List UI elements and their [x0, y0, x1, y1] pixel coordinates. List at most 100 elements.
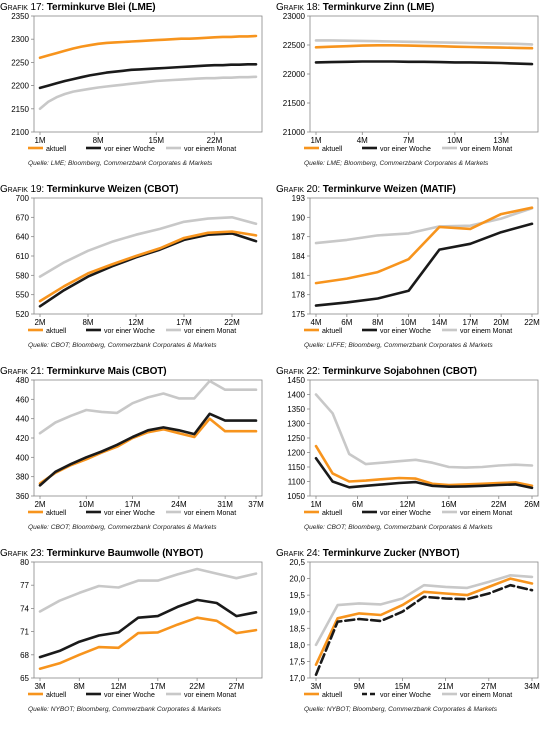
chart-title-number: 18:: [306, 2, 323, 13]
chart-source: Quelle: CBOT; Bloomberg, Commerzbank Cor…: [304, 524, 493, 531]
y-tick-label: 700: [16, 194, 30, 203]
chart-title-number: 24:: [306, 548, 323, 559]
x-tick-label: 22M: [524, 318, 540, 327]
y-tick-label: 610: [16, 252, 30, 261]
chart-title-text: Terminkurve Blei (LME): [46, 2, 156, 13]
y-tick-label: 1200: [287, 449, 305, 458]
y-tick-label: 380: [16, 473, 30, 482]
x-tick-label: 27M: [481, 682, 497, 691]
y-tick-label: 1100: [288, 478, 306, 487]
chart-title: Grafik 24: Terminkurve Zucker (NYBOT): [276, 548, 460, 559]
series-line-aktuell: [38, 34, 258, 60]
series-line-monat: [38, 215, 258, 278]
y-tick-label: 21500: [283, 99, 306, 108]
y-tick-label: 187: [292, 233, 306, 242]
plot-area: [33, 197, 263, 315]
series-line-monat: [38, 379, 258, 435]
legend-label-woche: vor einer Woche: [380, 510, 431, 517]
chart-title-text: Terminkurve Baumwolle (NYBOT): [46, 548, 204, 559]
legend-label-monat: vor einem Monat: [184, 328, 236, 335]
chart-title-text: Terminkurve Zucker (NYBOT): [322, 548, 460, 559]
x-tick-label: 21M: [438, 682, 454, 691]
y-tick-label: 19,0: [289, 608, 305, 617]
series-line-woche: [38, 62, 258, 90]
chart-title-prefix: Grafik: [0, 2, 31, 13]
chart-panel-18: Grafik 18: Terminkurve Zinn (LME) 23000 22…: [276, 2, 540, 184]
y-tick-label: 420: [16, 434, 30, 443]
y-tick-label: 580: [16, 271, 30, 280]
y-tick-label: 670: [16, 213, 30, 222]
chart-title-number: 21:: [30, 366, 47, 377]
y-tick-label: 2250: [11, 58, 29, 67]
series-line-monat: [38, 567, 258, 613]
series-line-woche: [314, 60, 534, 66]
x-tick-label: 10M: [401, 318, 417, 327]
chart-source: Quelle: NYBOT; Bloomberg, Commerzbank Co…: [304, 706, 497, 713]
y-tick-label: 2300: [11, 35, 29, 44]
y-tick-label: 65: [20, 674, 29, 683]
x-tick-label: 3M: [310, 682, 321, 691]
y-tick-label: 190: [292, 213, 306, 222]
chart-title-text: Terminkurve Weizen (CBOT): [46, 184, 179, 195]
legend-label-woche: vor einer Woche: [104, 692, 155, 699]
x-tick-label: 4M: [357, 136, 368, 145]
y-tick-label: 68: [20, 651, 29, 660]
x-tick-label: 34M: [524, 682, 540, 691]
legend-label-monat: vor einem Monat: [460, 692, 512, 699]
x-tick-label: 7M: [403, 136, 414, 145]
y-tick-label: 1250: [287, 434, 305, 443]
x-tick-label: 16M: [441, 500, 457, 509]
x-tick-label: 4M: [310, 318, 321, 327]
legend-label-aktuell: aktuell: [46, 146, 67, 153]
chart-svg: 1450 1400 1350 1300 1250 1200 1150 1100 1050 1M 6M…: [287, 376, 540, 517]
legend-label-aktuell: aktuell: [46, 510, 67, 517]
x-tick-label: 31M: [217, 500, 233, 509]
legend-label-monat: vor einem Monat: [460, 328, 512, 335]
legend-label-aktuell: aktuell: [46, 692, 67, 699]
series-line-aktuell: [314, 43, 534, 50]
chart-source: Quelle: CBOT; Bloomberg, Commerzbank Cor…: [28, 342, 217, 349]
chart-panel-21: Grafik 21: Terminkurve Mais (CBOT) 480 460…: [0, 366, 264, 548]
chart-source: Quelle: LME; Bloomberg, Commerzbank Corp…: [304, 160, 489, 167]
chart-title: Grafik 20: Terminkurve Weizen (MATIF): [276, 184, 456, 195]
chart-title-prefix: Grafik: [0, 548, 31, 559]
y-tick-label: 22000: [283, 70, 306, 79]
x-tick-label: 3M: [34, 682, 45, 691]
chart-title-prefix: Grafik: [0, 366, 31, 377]
y-tick-label: 19,5: [289, 591, 305, 600]
x-tick-label: 12M: [128, 318, 144, 327]
chart-source: Quelle: LME; Bloomberg, Commerzbank Corp…: [28, 160, 213, 167]
y-tick-label: 550: [16, 291, 30, 300]
x-tick-label: 8M: [93, 136, 104, 145]
series-line-monat: [314, 393, 534, 469]
x-tick-label: 12M: [111, 682, 127, 691]
x-tick-label: 22M: [189, 682, 205, 691]
x-tick-label: 20M: [493, 318, 509, 327]
legend-label-monat: vor einem Monat: [460, 510, 512, 517]
chart-title-number: 23:: [30, 548, 47, 559]
chart-title: Grafik 22: Terminkurve Sojabohnen (CBOT): [276, 366, 477, 377]
legend-label-woche: vor einer Woche: [104, 510, 155, 517]
chart-panel-20: Grafik 20: Terminkurve Weizen (MATIF) 193…: [276, 184, 540, 366]
y-tick-label: 640: [16, 233, 30, 242]
x-tick-label: 8M: [82, 318, 93, 327]
y-tick-label: 21000: [283, 128, 306, 137]
x-tick-label: 8M: [74, 682, 85, 691]
y-tick-label: 175: [292, 310, 306, 319]
series-line-aktuell: [314, 444, 534, 488]
series-line-aktuell: [38, 230, 258, 303]
chart-title-text: Terminkurve Sojabohnen (CBOT): [322, 366, 477, 377]
chart-title-prefix: Grafik: [0, 184, 31, 195]
chart-title: Grafik 23: Terminkurve Baumwolle (NYBOT): [0, 548, 203, 559]
series-line-aktuell: [38, 417, 258, 485]
chart-svg: 20,5 20,0 19,5 19,0 18,5 18,0 17,5 17,0 3M 9M 15M 2…: [289, 558, 540, 699]
y-tick-label: 178: [292, 291, 306, 300]
chart-title-text: Terminkurve Mais (CBOT): [46, 366, 167, 377]
x-tick-label: 24M: [171, 500, 187, 509]
y-tick-label: 17,5: [289, 657, 305, 666]
y-tick-label: 1350: [287, 405, 305, 414]
chart-title: Grafik 18: Terminkurve Zinn (LME): [276, 2, 434, 13]
y-tick-label: 1150: [288, 463, 306, 472]
legend-label-monat: vor einem Monat: [184, 146, 236, 153]
chart-svg: 23000 22500 22000 21500 21000 1M 4M 7M 10M 13M akt…: [283, 12, 539, 153]
